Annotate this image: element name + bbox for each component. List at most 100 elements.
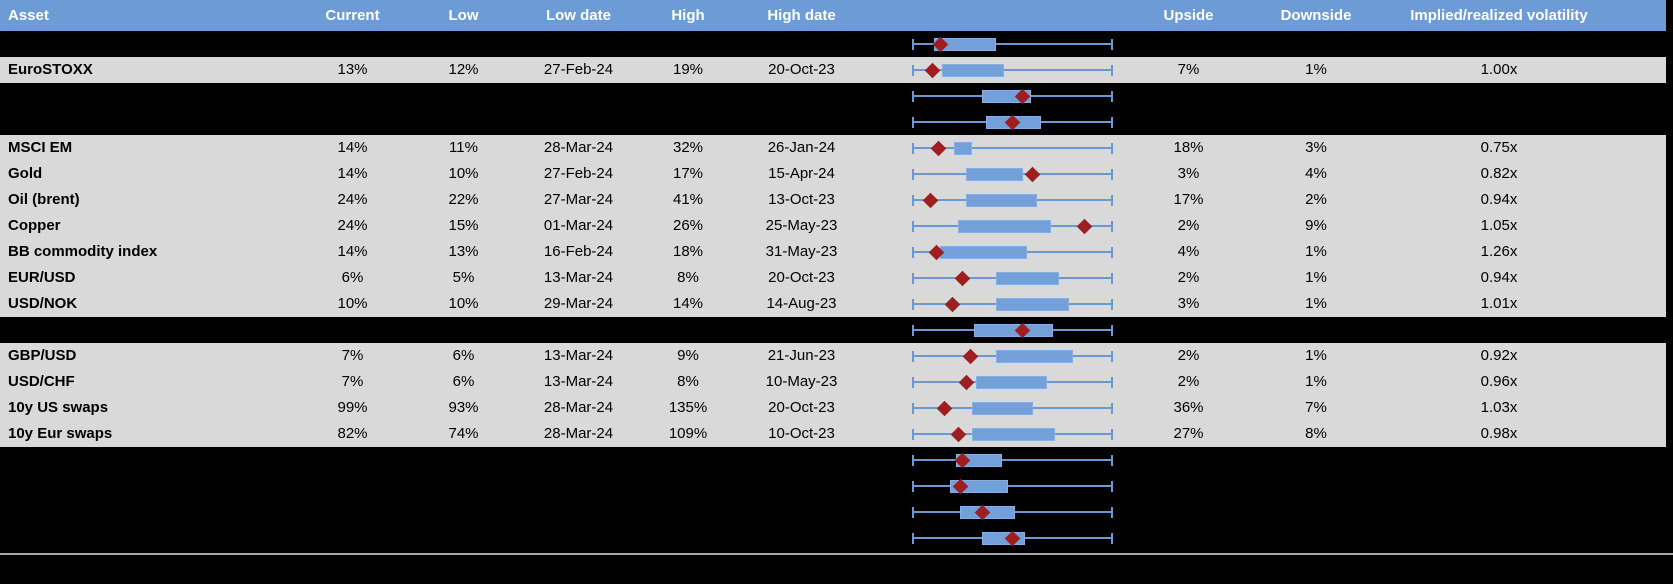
downside-cell[interactable] [1252, 31, 1380, 57]
upside-cell[interactable]: 2% [1177, 217, 1200, 234]
upside-cell[interactable]: 27% [1173, 425, 1204, 442]
high-cell[interactable] [645, 525, 731, 551]
upside-cell[interactable] [1125, 83, 1252, 109]
low-date-cell[interactable]: 13-Mar-24 [543, 347, 614, 364]
asset-cell[interactable]: USD/CHF [8, 373, 75, 390]
high-cell[interactable] [645, 447, 731, 473]
downside-cell[interactable]: 3% [1305, 139, 1327, 156]
current-cell[interactable]: 14% [337, 139, 368, 156]
implied-realized-cell[interactable] [1380, 31, 1618, 57]
upside-cell[interactable]: 2% [1177, 373, 1200, 390]
downside-cell[interactable]: 9% [1305, 217, 1327, 234]
low-cell[interactable]: 22% [448, 191, 479, 208]
low-date-cell[interactable] [512, 31, 645, 57]
asset-cell[interactable]: MSCI EM [8, 139, 73, 156]
high-date-cell[interactable] [731, 31, 872, 57]
low-date-cell[interactable]: 28-Mar-24 [543, 139, 614, 156]
implied-realized-cell[interactable]: 0.98x [1480, 425, 1518, 442]
implied-realized-cell[interactable] [1380, 473, 1618, 499]
high-date-cell[interactable]: 10-Oct-23 [768, 425, 835, 442]
high-cell[interactable]: 26% [672, 217, 704, 234]
downside-cell[interactable] [1252, 447, 1380, 473]
downside-cell[interactable]: 1% [1305, 269, 1327, 286]
header-current[interactable]: Current [325, 7, 380, 24]
high-date-cell[interactable]: 20-Oct-23 [768, 61, 835, 78]
high-date-cell[interactable] [731, 83, 872, 109]
upside-cell[interactable] [1125, 317, 1252, 343]
high-date-cell[interactable]: 20-Oct-23 [768, 399, 835, 416]
asset-cell[interactable]: Copper [8, 217, 61, 234]
low-date-cell[interactable] [512, 473, 645, 499]
current-cell[interactable]: 99% [337, 399, 368, 416]
downside-cell[interactable]: 8% [1305, 425, 1327, 442]
low-cell[interactable]: 10% [448, 295, 479, 312]
high-cell[interactable] [645, 317, 731, 343]
implied-realized-cell[interactable]: 0.94x [1480, 191, 1518, 208]
current-cell[interactable] [290, 31, 415, 57]
implied-realized-cell[interactable] [1380, 525, 1618, 551]
current-cell[interactable] [290, 109, 415, 135]
current-cell[interactable]: 10% [337, 295, 368, 312]
implied-realized-cell[interactable] [1380, 499, 1618, 525]
low-date-cell[interactable] [512, 83, 645, 109]
implied-realized-cell[interactable]: 1.01x [1480, 295, 1518, 312]
low-date-cell[interactable]: 27-Feb-24 [543, 61, 614, 78]
implied-realized-cell[interactable]: 1.00x [1480, 61, 1518, 78]
high-cell[interactable]: 109% [668, 425, 708, 442]
implied-realized-cell[interactable] [1380, 317, 1618, 343]
low-cell[interactable]: 6% [452, 373, 475, 390]
upside-cell[interactable]: 36% [1173, 399, 1204, 416]
header-upside[interactable]: Upside [1163, 7, 1214, 24]
downside-cell[interactable] [1252, 317, 1380, 343]
high-date-cell[interactable] [731, 447, 872, 473]
high-date-cell[interactable]: 20-Oct-23 [768, 269, 835, 286]
current-cell[interactable] [290, 473, 415, 499]
asset-cell[interactable] [0, 525, 290, 551]
implied-realized-cell[interactable]: 0.96x [1480, 373, 1518, 390]
high-date-cell[interactable]: 15-Apr-24 [768, 165, 835, 182]
low-cell[interactable] [415, 31, 512, 57]
upside-cell[interactable]: 3% [1177, 165, 1200, 182]
implied-realized-cell[interactable]: 1.26x [1480, 243, 1518, 260]
downside-cell[interactable]: 7% [1305, 399, 1327, 416]
high-cell[interactable] [645, 83, 731, 109]
low-cell[interactable]: 13% [448, 243, 479, 260]
header-low-date[interactable]: Low date [545, 7, 611, 24]
high-date-cell[interactable] [731, 525, 872, 551]
high-cell[interactable]: 19% [672, 61, 704, 78]
low-date-cell[interactable]: 27-Mar-24 [543, 191, 614, 208]
current-cell[interactable]: 24% [337, 217, 368, 234]
low-cell[interactable] [415, 83, 512, 109]
downside-cell[interactable]: 2% [1305, 191, 1327, 208]
current-cell[interactable]: 14% [337, 165, 368, 182]
low-cell[interactable]: 15% [448, 217, 479, 234]
low-date-cell[interactable]: 13-Mar-24 [543, 269, 614, 286]
current-cell[interactable]: 7% [341, 347, 364, 364]
low-date-cell[interactable]: 27-Feb-24 [543, 165, 614, 182]
high-cell[interactable]: 18% [672, 243, 704, 260]
low-date-cell[interactable]: 29-Mar-24 [543, 295, 614, 312]
low-cell[interactable]: 6% [452, 347, 475, 364]
upside-cell[interactable]: 2% [1177, 269, 1200, 286]
high-date-cell[interactable] [731, 109, 872, 135]
implied-realized-cell[interactable]: 0.92x [1480, 347, 1518, 364]
upside-cell[interactable] [1125, 499, 1252, 525]
high-cell[interactable] [645, 473, 731, 499]
upside-cell[interactable]: 3% [1177, 295, 1200, 312]
header-low[interactable]: Low [448, 7, 479, 24]
implied-realized-cell[interactable]: 0.94x [1480, 269, 1518, 286]
downside-cell[interactable] [1252, 83, 1380, 109]
high-date-cell[interactable]: 31-May-23 [765, 243, 838, 260]
asset-cell[interactable]: 10y US swaps [8, 399, 109, 416]
low-date-cell[interactable]: 28-Mar-24 [543, 425, 614, 442]
high-cell[interactable]: 14% [672, 295, 704, 312]
high-date-cell[interactable]: 21-Jun-23 [767, 347, 836, 364]
current-cell[interactable]: 7% [341, 373, 364, 390]
current-cell[interactable] [290, 83, 415, 109]
implied-realized-cell[interactable]: 0.82x [1480, 165, 1518, 182]
upside-cell[interactable]: 18% [1173, 139, 1204, 156]
low-date-cell[interactable]: 16-Feb-24 [543, 243, 614, 260]
upside-cell[interactable]: 17% [1173, 191, 1204, 208]
current-cell[interactable]: 24% [337, 191, 368, 208]
high-cell[interactable] [645, 109, 731, 135]
